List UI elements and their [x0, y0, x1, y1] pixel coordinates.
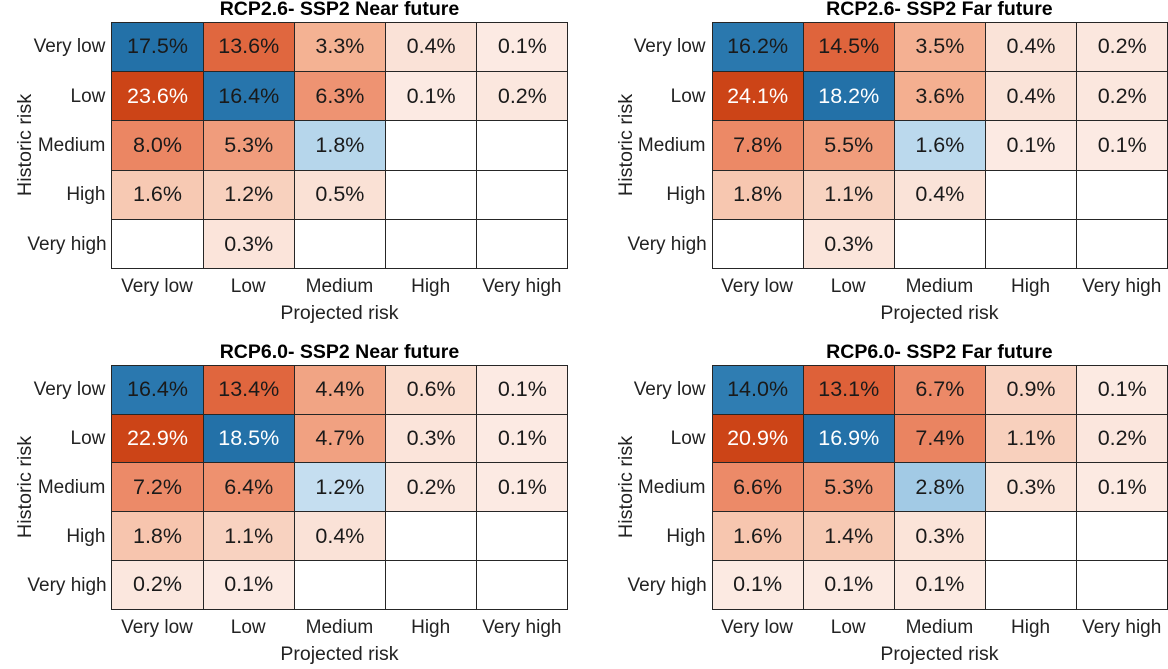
svg-text:Historic risk: Historic risk — [14, 436, 36, 538]
svg-text:Historic risk: Historic risk — [14, 94, 36, 196]
svg-text:Historic risk: Historic risk — [615, 94, 637, 196]
svg-text:Historic risk: Historic risk — [615, 436, 637, 538]
